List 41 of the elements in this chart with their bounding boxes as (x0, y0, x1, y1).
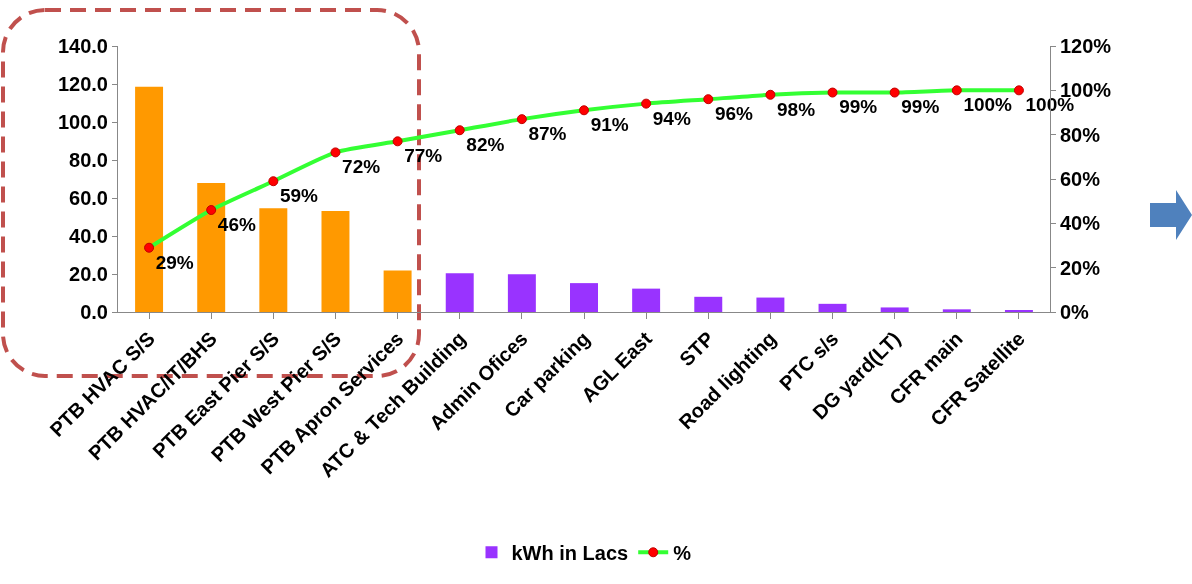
y-tick-label: 140.0 (57, 35, 108, 57)
legend-label: % (673, 542, 692, 565)
data-label: 98% (777, 98, 816, 120)
bar (445, 273, 474, 312)
bar (694, 296, 723, 312)
bar (632, 288, 661, 312)
data-label: 82% (466, 134, 505, 156)
bar (259, 208, 288, 312)
y-tick-label: 80.0 (69, 149, 108, 171)
bar (383, 270, 412, 312)
y2-tick-label: 80% (1060, 123, 1101, 146)
y-tick-label: 100.0 (57, 111, 108, 133)
bar (507, 274, 536, 312)
data-label: 72% (342, 156, 381, 178)
bar (756, 297, 785, 312)
bar (880, 307, 909, 312)
data-label: 94% (652, 107, 691, 129)
bar (942, 309, 971, 312)
y-tick-label: 0.0 (80, 301, 108, 323)
y2-tick-label: 120% (1060, 35, 1112, 57)
bar (570, 283, 598, 312)
data-label: 96% (714, 103, 754, 125)
y2-tick-label: 0% (1060, 301, 1090, 323)
y-tick-label: 20.0 (69, 263, 108, 285)
y2-tick-label: 20% (1060, 256, 1101, 279)
y2-tick-label: 40% (1060, 212, 1101, 235)
bar (818, 303, 847, 312)
data-label: 100% (963, 94, 1013, 116)
x-tick-label: STP (675, 327, 719, 371)
data-label: 87% (528, 123, 567, 145)
data-label: 99% (839, 96, 878, 118)
y-tick-label: 60.0 (69, 187, 108, 209)
data-label: 91% (590, 114, 629, 136)
y2-tick-label: 60% (1060, 168, 1101, 190)
y-tick-label: 40.0 (69, 225, 108, 247)
y-tick-label: 120.0 (57, 73, 108, 95)
bar (321, 210, 350, 312)
data-label: 59% (279, 185, 319, 207)
data-label: 99% (901, 96, 940, 118)
data-label: 77% (404, 145, 443, 167)
legend-label: kWh in Lacs (511, 542, 629, 565)
